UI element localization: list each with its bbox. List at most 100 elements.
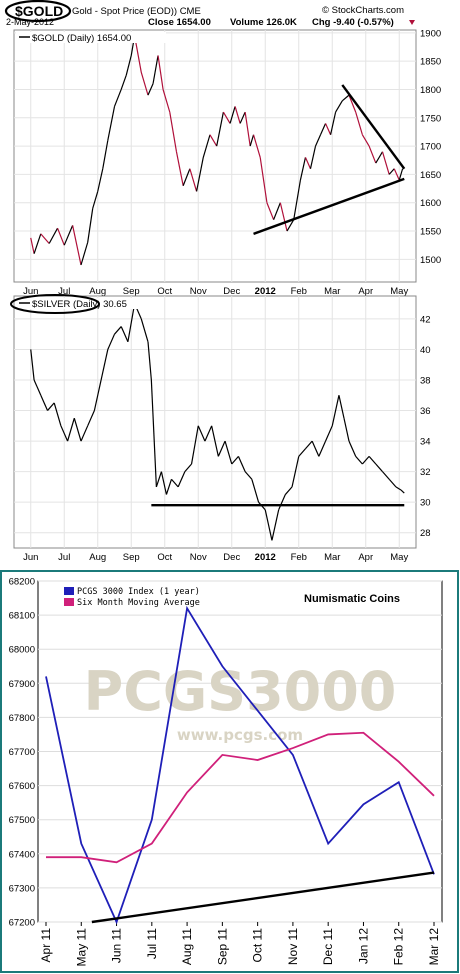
y-tick-label: 67700 bbox=[9, 747, 35, 758]
y-tick-label: 30 bbox=[420, 498, 431, 509]
price-segment bbox=[113, 89, 122, 107]
price-segment bbox=[97, 168, 104, 192]
y-tick-label: 28 bbox=[420, 528, 431, 539]
price-segment bbox=[80, 425, 89, 442]
pcgs-grid bbox=[38, 580, 442, 926]
pcgs-watermark: PCGS3000 bbox=[84, 660, 397, 723]
gold-description: Gold - Spot Price (EOD)) CME bbox=[72, 6, 201, 17]
x-tick-label: Aug bbox=[89, 552, 106, 563]
price-segment bbox=[355, 455, 363, 465]
moving-average-line bbox=[46, 731, 435, 864]
x-tick-label: Oct bbox=[157, 552, 172, 563]
gold-legend: $GOLD (Daily) 1654.00 bbox=[32, 33, 131, 44]
price-segment bbox=[278, 494, 286, 511]
price-segment bbox=[47, 402, 55, 411]
gold-plot-area bbox=[13, 29, 417, 283]
x-tick-label: Aug 11 bbox=[180, 928, 194, 965]
gold-y-axis: 1500 1550 1600 1650 1700 1750 1800 1850 1900 bbox=[420, 28, 441, 266]
y-tick-label: 67500 bbox=[9, 815, 35, 826]
x-tick-label: May bbox=[390, 552, 408, 563]
price-segment bbox=[237, 456, 246, 472]
price-segment bbox=[155, 471, 162, 488]
price-segment bbox=[361, 134, 370, 147]
price-segment bbox=[204, 425, 213, 442]
x-tick-label: Feb bbox=[291, 286, 307, 297]
pcgs-watermark-url: www.pcgs.com bbox=[177, 726, 303, 744]
trendline bbox=[91, 871, 435, 924]
x-tick-label: Oct 11 bbox=[251, 928, 265, 963]
price-segment bbox=[48, 227, 59, 244]
silver-chart: 28 30 32 34 36 38 40 42 Jun Jul Aug Sep Oct Nov Dec 20… bbox=[10, 294, 431, 563]
x-tick-label: Sep bbox=[123, 286, 140, 297]
y-tick-label: 67800 bbox=[9, 713, 35, 724]
y-tick-label: 68200 bbox=[9, 577, 35, 588]
y-tick-label: 1650 bbox=[420, 170, 441, 181]
price-segment bbox=[56, 227, 65, 246]
silver-legend-bg bbox=[16, 298, 156, 309]
price-segment bbox=[251, 479, 260, 503]
silver-plot-area bbox=[13, 295, 417, 549]
price-segment bbox=[120, 326, 129, 343]
price-segment bbox=[331, 395, 340, 426]
y-tick-label: 67600 bbox=[9, 781, 35, 792]
gold-price-line bbox=[30, 35, 404, 266]
price-segment bbox=[217, 440, 226, 457]
price-segment bbox=[273, 202, 281, 220]
gold-ticker: $GOLD bbox=[15, 3, 63, 19]
price-segment bbox=[224, 440, 233, 465]
legend-swatch-moving-average bbox=[64, 598, 74, 606]
price-segment bbox=[102, 140, 109, 169]
x-tick-label: Mar bbox=[324, 286, 340, 297]
price-segment bbox=[152, 55, 159, 84]
price-segment bbox=[284, 486, 293, 495]
price-segment bbox=[30, 349, 35, 381]
y-tick-label: 1850 bbox=[420, 57, 441, 68]
price-segment bbox=[40, 233, 50, 244]
price-segment bbox=[393, 168, 400, 181]
y-tick-label: 1750 bbox=[420, 113, 441, 124]
pcgs-index-line bbox=[45, 605, 435, 925]
y-tick-label: 38 bbox=[420, 376, 431, 387]
price-segment bbox=[195, 157, 204, 192]
price-segment bbox=[107, 333, 116, 350]
price-segment bbox=[73, 418, 82, 442]
price-segment bbox=[368, 145, 377, 164]
price-segment bbox=[375, 463, 383, 473]
price-segment bbox=[120, 75, 127, 90]
y-tick-label: 32 bbox=[420, 467, 431, 478]
y-tick-label: 1700 bbox=[420, 142, 441, 153]
price-segment bbox=[87, 208, 94, 243]
price-segment bbox=[239, 111, 246, 124]
pcgs-series-lines bbox=[45, 605, 435, 925]
y-tick-label: 42 bbox=[420, 314, 431, 325]
price-segment bbox=[209, 134, 218, 147]
silver-price-line bbox=[30, 303, 405, 541]
price-segment bbox=[33, 233, 42, 254]
price-segment bbox=[244, 471, 253, 480]
price-segment bbox=[341, 94, 350, 102]
x-tick-label: Feb 12 bbox=[392, 928, 406, 966]
silver-y-axis: 28 30 32 34 36 38 40 42 bbox=[420, 314, 431, 539]
price-segment bbox=[197, 425, 206, 442]
y-tick-label: 36 bbox=[420, 406, 431, 417]
price-segment bbox=[293, 179, 302, 220]
price-segment bbox=[368, 455, 377, 465]
y-tick-label: 1550 bbox=[420, 227, 441, 238]
price-segment bbox=[211, 425, 219, 457]
price-segment bbox=[107, 106, 116, 141]
price-segment bbox=[80, 242, 89, 266]
y-tick-label: 68000 bbox=[9, 645, 35, 656]
x-tick-label: 2012 bbox=[255, 286, 276, 297]
gold-trendlines bbox=[253, 84, 406, 235]
price-segment bbox=[229, 106, 236, 124]
price-segment bbox=[325, 425, 333, 442]
gold-chart: $GOLD Gold - Spot Price (EOD)) CME © Sto… bbox=[4, 0, 441, 297]
y-tick-label: 68100 bbox=[9, 611, 35, 622]
price-segment bbox=[382, 471, 390, 480]
price-segment bbox=[361, 455, 370, 465]
price-segment bbox=[311, 440, 320, 457]
x-tick-label: Dec bbox=[223, 552, 240, 563]
price-segment bbox=[381, 151, 390, 175]
x-tick-label: Nov bbox=[190, 286, 207, 297]
price-segment bbox=[147, 83, 154, 96]
